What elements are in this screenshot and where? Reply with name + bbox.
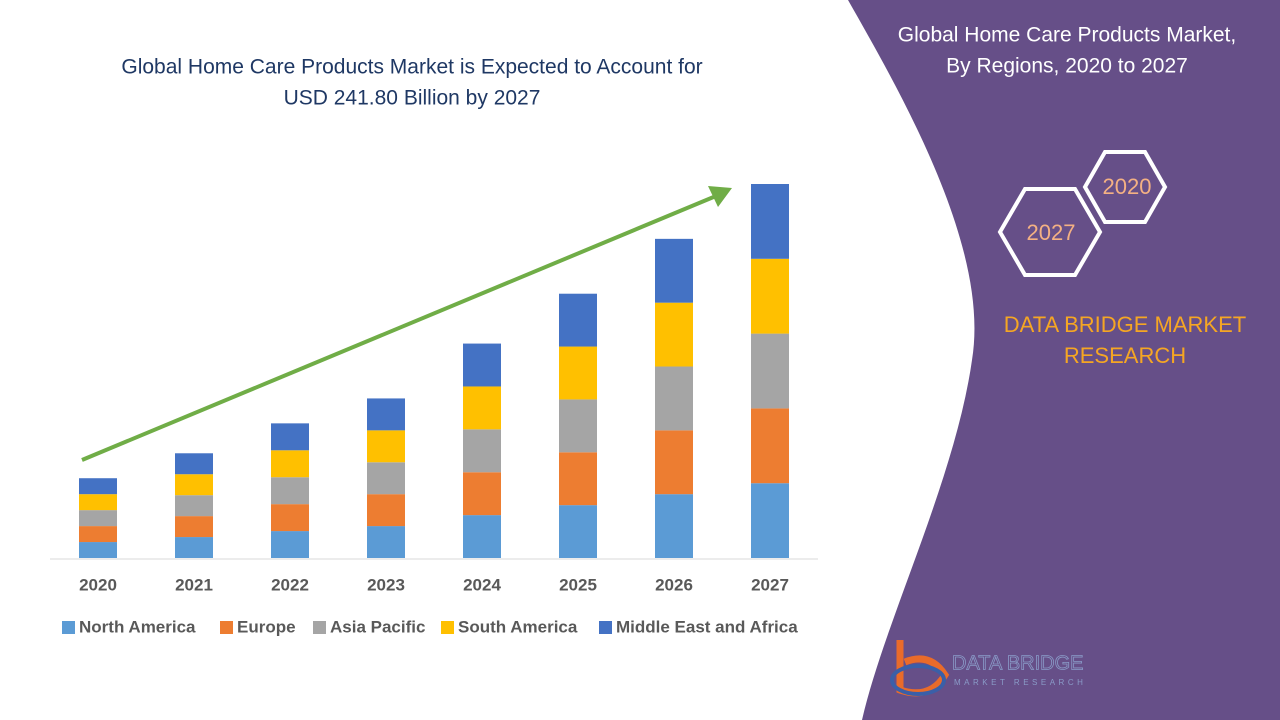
- bar-segment: [751, 258, 789, 334]
- bar-segment: [271, 531, 309, 558]
- x-tick-label: 2027: [751, 575, 789, 594]
- bar-segment: [79, 526, 117, 543]
- logo-name: DATA BRIDGE: [952, 652, 1084, 674]
- legend-swatch: [599, 621, 612, 634]
- legend-swatch: [441, 621, 454, 634]
- bar-segment: [175, 516, 213, 538]
- bar-segment: [751, 184, 789, 259]
- bar-segment: [751, 408, 789, 484]
- bar-segment: [271, 423, 309, 451]
- x-tick-label: 2022: [271, 575, 309, 594]
- bar-segment: [367, 462, 405, 495]
- x-tick-label: 2025: [559, 575, 597, 594]
- bar-segment: [463, 429, 501, 473]
- x-tick-label: 2020: [79, 575, 117, 594]
- hexagon: [997, 187, 1103, 277]
- bar-segment: [655, 366, 693, 431]
- legend-swatch: [220, 621, 233, 634]
- bar-segment: [655, 238, 693, 303]
- bar-segment: [463, 472, 501, 516]
- bar-segment: [367, 526, 405, 558]
- bar-segment: [751, 483, 789, 558]
- bar-segment: [559, 399, 597, 453]
- bar-segment: [655, 430, 693, 495]
- panel-title: By Regions, 2020 to 2027: [946, 55, 1188, 78]
- legend-label: North America: [79, 617, 196, 636]
- brand-text: DATA BRIDGE MARKET: [1004, 312, 1246, 337]
- brand-text: RESEARCH: [1064, 343, 1186, 368]
- x-tick-label: 2024: [463, 575, 501, 594]
- chart-title: USD 241.80 Billion by 2027: [284, 87, 541, 110]
- bar-segment: [559, 505, 597, 558]
- bar-segment: [367, 430, 405, 463]
- bar-segment: [271, 450, 309, 478]
- logo: DATA BRIDGE MARKET RESEARCH: [890, 640, 1086, 697]
- bar-segment: [271, 477, 309, 505]
- legend-swatch: [62, 621, 75, 634]
- bar-segment: [271, 504, 309, 532]
- trend-arrow-head: [708, 186, 732, 207]
- bar-segment: [559, 293, 597, 347]
- bar-segment: [79, 510, 117, 527]
- bar-segment: [463, 515, 501, 558]
- hexagon-label: 2027: [1027, 220, 1076, 245]
- bar-segment: [367, 398, 405, 431]
- bar-segment: [79, 478, 117, 495]
- logo-mark: [890, 664, 946, 696]
- x-tick-label: 2021: [175, 575, 213, 594]
- trend-arrow: [81, 194, 717, 462]
- bar-segment: [655, 494, 693, 558]
- x-tick-label: 2023: [367, 575, 405, 594]
- bar-segment: [175, 537, 213, 558]
- bar-segment: [655, 302, 693, 367]
- hexagon: [1082, 150, 1168, 224]
- bar-segment: [463, 386, 501, 430]
- legend-label: Asia Pacific: [330, 617, 425, 636]
- bar-segment: [559, 346, 597, 400]
- logo-tagline: MARKET RESEARCH: [954, 678, 1086, 687]
- side-panel: [848, 0, 1280, 720]
- bar-segment: [79, 494, 117, 511]
- legend-label: Middle East and Africa: [616, 617, 798, 636]
- bar-segment: [463, 343, 501, 387]
- x-tick-label: 2026: [655, 575, 693, 594]
- chart-title: Global Home Care Products Market is Expe…: [121, 56, 702, 79]
- legend-label: South America: [458, 617, 578, 636]
- hexagon-label: 2020: [1103, 174, 1152, 199]
- bar-segment: [79, 542, 117, 558]
- bar-segment: [751, 333, 789, 409]
- panel-title: Global Home Care Products Market,: [898, 24, 1236, 47]
- bar-segment: [367, 494, 405, 527]
- bar-segment: [175, 453, 213, 475]
- bar-segment: [175, 474, 213, 496]
- bar-segment: [559, 452, 597, 506]
- bar-segment: [175, 495, 213, 517]
- legend-label: Europe: [237, 617, 296, 636]
- legend-swatch: [313, 621, 326, 634]
